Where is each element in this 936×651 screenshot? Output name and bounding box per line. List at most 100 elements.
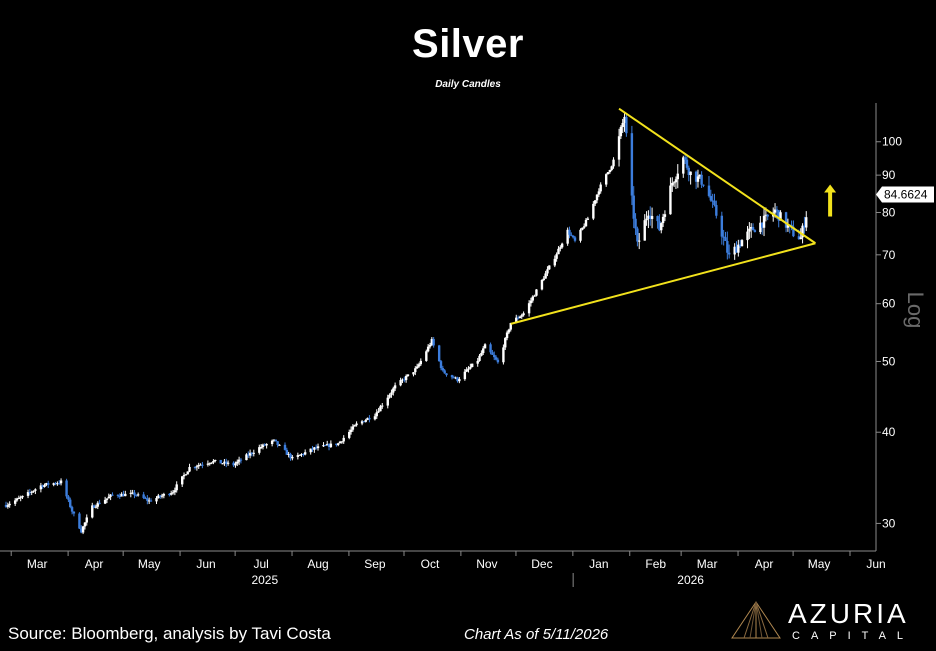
candle-body	[799, 237, 802, 240]
candle-body	[593, 200, 597, 204]
candle-body	[212, 460, 215, 463]
candle-body	[335, 443, 338, 446]
candle-body	[581, 227, 584, 230]
candle-body	[298, 454, 301, 456]
candle-body	[432, 338, 435, 346]
candle-body	[707, 185, 711, 196]
candle-body	[458, 379, 461, 382]
candle-body	[184, 474, 188, 476]
chart-title: Silver	[412, 22, 524, 66]
candle-body	[337, 443, 340, 446]
candle-body	[437, 345, 441, 362]
candle-body	[302, 453, 305, 455]
candle-body	[118, 495, 121, 497]
candle-body	[724, 237, 727, 242]
candle-body	[239, 459, 243, 461]
candle-body	[465, 369, 468, 372]
candle-body	[81, 526, 85, 533]
candle-body	[72, 511, 76, 514]
x-tick-label: Feb	[645, 557, 666, 571]
candle-body	[386, 397, 389, 406]
candle-body	[340, 441, 344, 443]
candle-body	[160, 495, 164, 497]
last-price-label: 84.6624	[884, 188, 928, 202]
label-layer: 84.6624	[876, 186, 934, 203]
candle-body	[250, 452, 254, 454]
candle-body	[698, 174, 701, 177]
candle-body	[727, 252, 731, 255]
candle-body	[225, 461, 228, 464]
x-tick-label: Oct	[421, 557, 440, 571]
candle-body	[540, 280, 544, 290]
x-tick-label: Dec	[531, 557, 552, 571]
candle-body	[509, 322, 512, 330]
candle-body	[171, 492, 175, 494]
candle-body	[507, 329, 511, 333]
candle-body	[353, 425, 356, 427]
candle-body	[197, 465, 200, 467]
candle-body	[348, 431, 351, 438]
y-tick-label: 40	[882, 425, 896, 439]
candle-body	[188, 466, 191, 472]
x-tick-label: Sep	[364, 557, 386, 571]
candle-body	[445, 373, 448, 376]
candle-body	[737, 244, 740, 253]
candle-body	[751, 226, 755, 231]
candle-body	[571, 235, 575, 238]
candle-body	[206, 463, 210, 465]
candle-body	[753, 230, 757, 233]
candle-body	[619, 127, 623, 137]
candle-body	[531, 296, 534, 301]
candle-body	[645, 218, 648, 221]
candle-body	[116, 494, 120, 496]
candle-body	[647, 215, 650, 219]
candle-body	[658, 221, 661, 231]
candle-body	[412, 372, 415, 375]
candle-body	[322, 445, 325, 447]
candle-body	[425, 351, 428, 361]
candle-body	[278, 444, 281, 446]
x-tick-label: Nov	[476, 557, 497, 571]
candle-body	[480, 352, 483, 356]
candle-body	[496, 359, 500, 363]
candle-body	[415, 366, 419, 369]
candle-body	[13, 500, 17, 504]
candle-body	[168, 494, 171, 496]
candle-body	[133, 492, 136, 496]
candle-body	[26, 492, 30, 496]
candle-body	[775, 209, 779, 211]
candle-body	[349, 429, 353, 432]
axis-layer: 30 40 50 60 70 80 90 100 Log Mar Apr May Jun Jul Aug Se…	[0, 103, 928, 587]
year-label: 2025	[251, 573, 278, 587]
candle-body	[300, 453, 303, 455]
candle-body	[720, 215, 724, 237]
candle-body	[98, 502, 101, 504]
candle-body	[483, 344, 487, 349]
candle-body	[65, 480, 68, 497]
chart-date-note: Chart As of 5/11/2026	[464, 626, 609, 643]
candle-body	[542, 278, 545, 281]
candle-body	[135, 495, 138, 497]
candle-body	[270, 440, 274, 445]
candle-body	[15, 498, 19, 501]
candle-body	[193, 466, 197, 468]
candle-body	[47, 483, 50, 485]
candle-body	[502, 347, 505, 363]
candle-body	[314, 447, 318, 449]
candle-body	[366, 417, 369, 420]
candle-body	[579, 229, 582, 241]
x-tick-label: Jan	[589, 557, 608, 571]
candle-body	[274, 439, 278, 442]
candle-body	[491, 352, 494, 355]
candle-body	[158, 495, 162, 497]
candle-body	[419, 360, 423, 365]
candle-body	[636, 228, 639, 242]
candle-body	[439, 361, 443, 369]
candle-body	[522, 313, 525, 316]
candle-body	[610, 166, 613, 170]
candle-body	[489, 344, 492, 353]
candle-body	[548, 265, 551, 270]
candle-body	[311, 448, 314, 450]
candle-body	[570, 234, 573, 236]
